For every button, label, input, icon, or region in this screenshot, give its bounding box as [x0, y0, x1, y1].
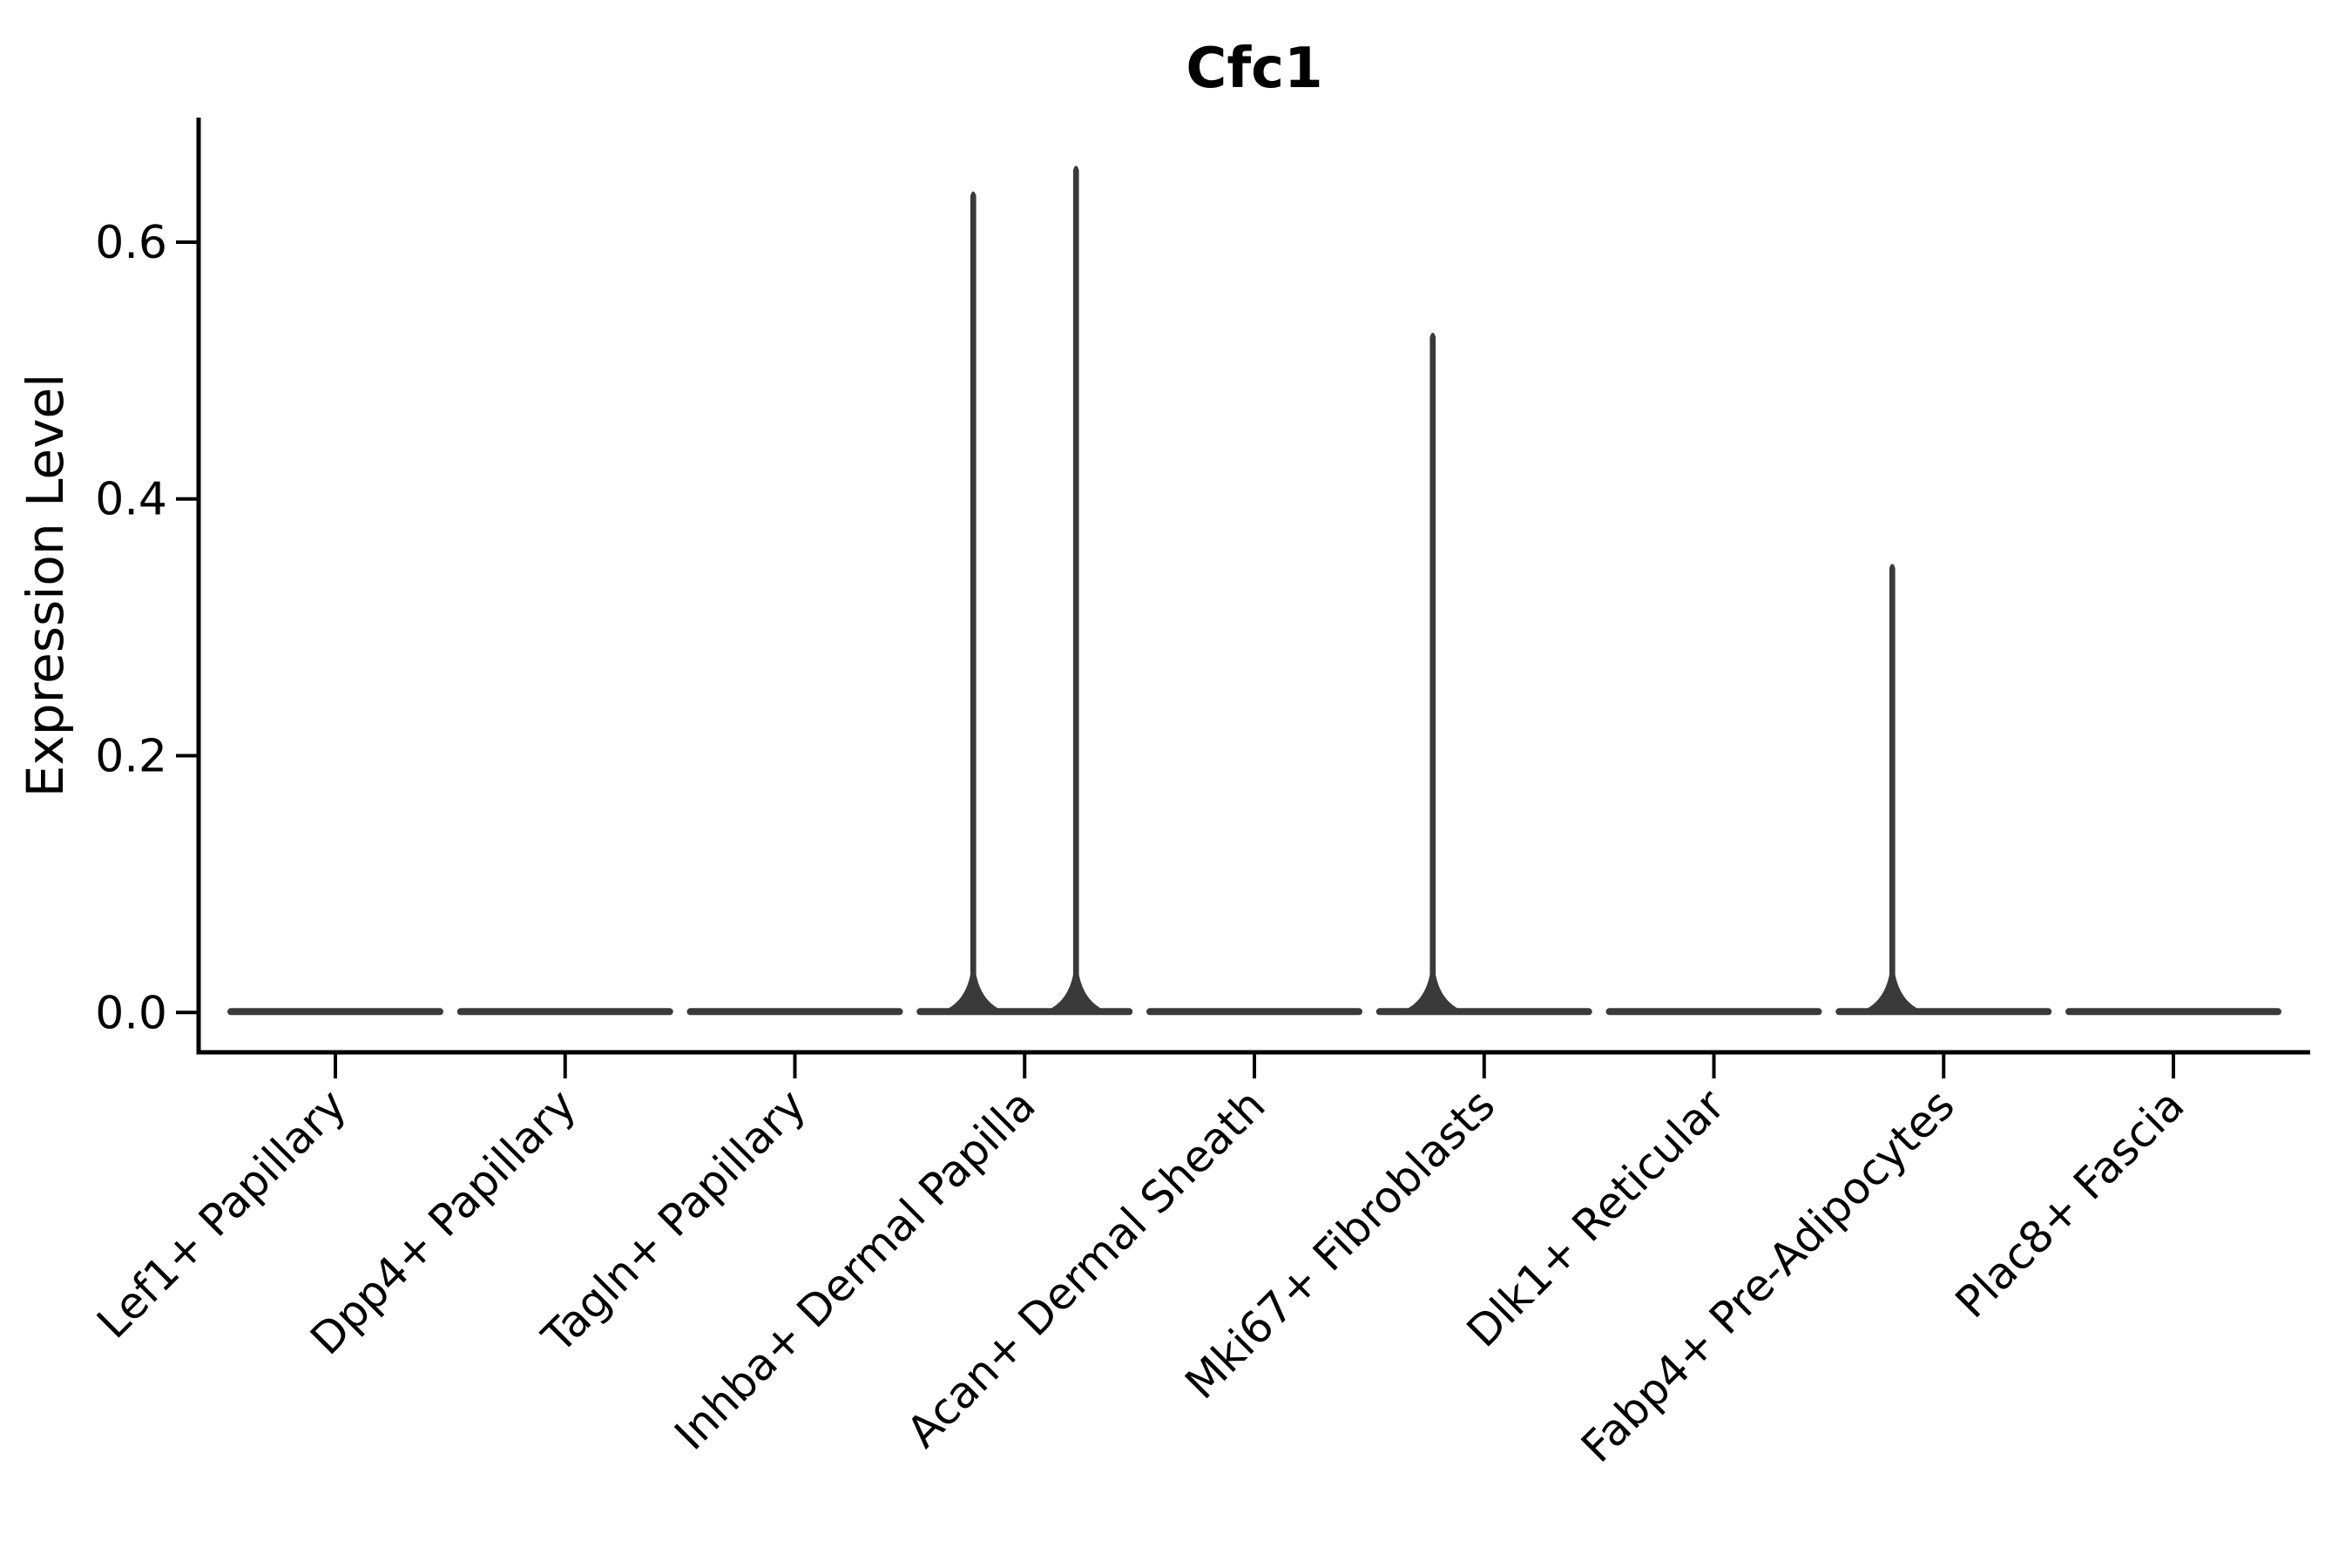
x-tick-label: Fabp4+ Pre-Adipocytes — [1571, 1079, 1964, 1472]
violin — [1375, 332, 1592, 1016]
violin-spike — [1394, 332, 1471, 1016]
axes — [196, 118, 2310, 1055]
y-tick-label: 0.2 — [95, 731, 167, 783]
violin — [916, 166, 1133, 1016]
y-tick-label: 0.6 — [95, 217, 167, 269]
x-tick-label: Plac8+ Fascia — [1946, 1079, 2194, 1328]
y-tick-group: 0.0 0.2 0.4 0.6 — [95, 217, 199, 1039]
violin — [1835, 564, 2052, 1016]
violin-spike — [1037, 166, 1115, 1016]
axis-spines — [196, 118, 2310, 1055]
y-axis-label: Expression Level — [16, 374, 75, 797]
y-tick-label: 0.4 — [95, 474, 167, 526]
y-tick-label: 0.0 — [95, 987, 167, 1039]
violins-group — [227, 166, 2281, 1016]
violin-spike — [1854, 564, 1931, 1016]
x-tick-label: Lef1+ Papillary — [87, 1079, 355, 1348]
violin-spike — [935, 191, 1012, 1016]
chart-title: Cfc1 — [1186, 37, 1322, 101]
